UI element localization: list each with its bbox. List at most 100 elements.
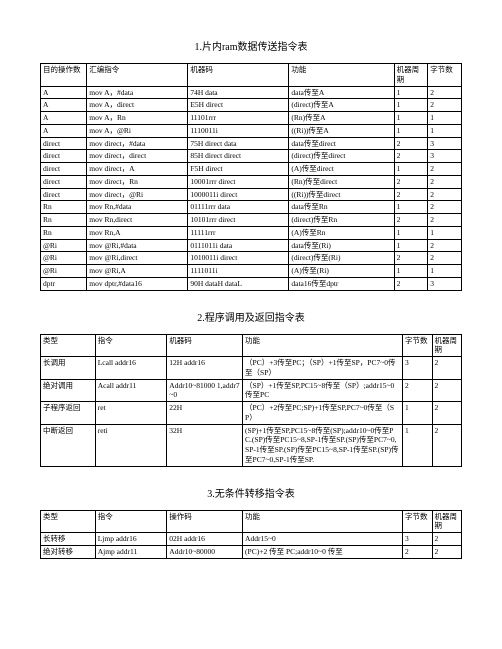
cell: (direct)传至(Ri) bbox=[289, 252, 394, 265]
table-row: Amov A，directE5H direct(direct)传至A12 bbox=[41, 99, 462, 112]
cell: mov Rn,#data bbox=[87, 201, 188, 214]
cell: 2 bbox=[428, 239, 462, 252]
cell: data传至(Ri) bbox=[289, 239, 394, 252]
table-row: Amov A，Rn11101rrr(Rn)传至A11 bbox=[41, 112, 462, 125]
table1: 目的操作数汇编指令机器码功能机器周期字节数 Amov A，#data74H da… bbox=[40, 63, 462, 291]
col-header: 字节数 bbox=[403, 334, 432, 357]
cell: A bbox=[41, 99, 87, 112]
col-header: 指令 bbox=[95, 334, 167, 357]
cell: ((Ri))传至direct bbox=[289, 188, 394, 201]
cell: (Rn)传至direct bbox=[289, 175, 394, 188]
cell: mov direct，@Ri bbox=[87, 188, 188, 201]
cell: Ajmp addr11 bbox=[95, 545, 167, 558]
cell: 10101rrr direct bbox=[188, 214, 289, 227]
cell: Lcall addr16 bbox=[95, 357, 167, 380]
col-header: 类型 bbox=[41, 334, 96, 357]
cell: 2 bbox=[428, 214, 462, 227]
cell: 1 bbox=[428, 265, 462, 278]
cell: (direct)传至direct bbox=[289, 150, 394, 163]
cell: 2 bbox=[403, 379, 432, 402]
cell: （PC）+3传至PC；（SP）+1传至SP，PC7~0传至（SP） bbox=[243, 357, 403, 380]
cell: 1 bbox=[394, 112, 428, 125]
cell: mov dptr,#data16 bbox=[87, 277, 188, 290]
table-row: Rnmov Rn,direct10101rrr direct(direct)传至… bbox=[41, 214, 462, 227]
cell: 1 bbox=[403, 424, 432, 466]
cell: 长调用 bbox=[41, 357, 96, 380]
cell: (A)传至(Ri) bbox=[289, 265, 394, 278]
cell: A bbox=[41, 86, 87, 99]
cell: 11111rrr bbox=[188, 226, 289, 239]
table3-title: 3.无条件转移指令表 bbox=[40, 485, 462, 500]
cell: mov A，direct bbox=[87, 99, 188, 112]
cell: @Ri bbox=[41, 252, 87, 265]
cell: Rn bbox=[41, 201, 87, 214]
cell: Ljmp addr16 bbox=[95, 533, 167, 546]
cell: 1110011i bbox=[188, 124, 289, 137]
table-row: 中断返回reti32H(SP)+1传至SP,PC15~8传至(SP);addr1… bbox=[41, 424, 462, 466]
cell: 2 bbox=[432, 402, 462, 425]
cell: 2 bbox=[394, 252, 428, 265]
cell: 1 bbox=[394, 86, 428, 99]
cell: 1 bbox=[428, 124, 462, 137]
cell: 3 bbox=[403, 357, 432, 380]
cell: Addr10~80000 bbox=[167, 545, 243, 558]
cell: direct bbox=[41, 137, 87, 150]
cell: 1 bbox=[403, 402, 432, 425]
cell: 2 bbox=[432, 533, 462, 546]
table-row: Rnmov Rn,#data01111rrr datadata传至Rn12 bbox=[41, 201, 462, 214]
cell: 3 bbox=[428, 150, 462, 163]
cell: mov direct，#data bbox=[87, 137, 188, 150]
table2: 类型指令机器码功能字节数机器周期 长调用Lcall addr1612H addr… bbox=[40, 334, 462, 467]
cell: dptr bbox=[41, 277, 87, 290]
cell: 75H direct data bbox=[188, 137, 289, 150]
col-header: 机器码 bbox=[167, 334, 243, 357]
cell: 11101rrr bbox=[188, 112, 289, 125]
cell: 10001rrr direct bbox=[188, 175, 289, 188]
cell: 1 bbox=[394, 163, 428, 176]
cell: data传至A bbox=[289, 86, 394, 99]
cell: ((Ri))传至A bbox=[289, 124, 394, 137]
cell: (A)传至Rn bbox=[289, 226, 394, 239]
cell: A bbox=[41, 112, 87, 125]
cell: 2 bbox=[428, 99, 462, 112]
cell: ret bbox=[95, 402, 167, 425]
cell: 1 bbox=[394, 124, 428, 137]
table-row: 长调用Lcall addr1612H addr16（PC）+3传至PC；（SP）… bbox=[41, 357, 462, 380]
cell: 1 bbox=[394, 265, 428, 278]
table-row: directmov direct，@Ri1000011i direct((Ri)… bbox=[41, 188, 462, 201]
cell: 2 bbox=[432, 357, 462, 380]
col-header: 机器码 bbox=[188, 64, 289, 87]
cell: 子程序返回 bbox=[41, 402, 96, 425]
col-header: 类型 bbox=[41, 510, 96, 533]
col-header: 目的操作数 bbox=[41, 64, 87, 87]
table-row: 子程序返回ret22H（PC）+2传至PC;SP)+1传至SP,PC7~0传至（… bbox=[41, 402, 462, 425]
cell: data传至direct bbox=[289, 137, 394, 150]
cell: Rn bbox=[41, 226, 87, 239]
table-row: Amov A，@Ri1110011i((Ri))传至A11 bbox=[41, 124, 462, 137]
cell: mov @Ri,direct bbox=[87, 252, 188, 265]
cell: (PC)+2 传至 PC;addr10~0 传至 bbox=[243, 545, 403, 558]
table2-title: 2.程序调用及返回指令表 bbox=[40, 309, 462, 324]
cell: mov Rn,direct bbox=[87, 214, 188, 227]
cell: 2 bbox=[428, 252, 462, 265]
table-row: Amov A，#data74H datadata传至A12 bbox=[41, 86, 462, 99]
cell: direct bbox=[41, 188, 87, 201]
table1-title: 1.片内ram数据传送指令表 bbox=[40, 38, 462, 53]
cell: 2 bbox=[428, 163, 462, 176]
cell: @Ri bbox=[41, 239, 87, 252]
table-row: Rnmov Rn,A11111rrr(A)传至Rn11 bbox=[41, 226, 462, 239]
cell: 2 bbox=[394, 188, 428, 201]
cell: 2 bbox=[432, 379, 462, 402]
table-row: @Rimov @Ri,direct1010011i direct(direct)… bbox=[41, 252, 462, 265]
cell: 绝对调用 bbox=[41, 379, 96, 402]
col-header: 指令 bbox=[95, 510, 167, 533]
cell: 2 bbox=[394, 277, 428, 290]
cell: 3 bbox=[428, 137, 462, 150]
col-header: 字节数 bbox=[428, 64, 462, 87]
cell: 1 bbox=[394, 201, 428, 214]
table-row: directmov direct，#data75H direct datadat… bbox=[41, 137, 462, 150]
cell: 1 bbox=[394, 99, 428, 112]
cell: reti bbox=[95, 424, 167, 466]
cell: direct bbox=[41, 150, 87, 163]
cell: mov @Ri,#data bbox=[87, 239, 188, 252]
